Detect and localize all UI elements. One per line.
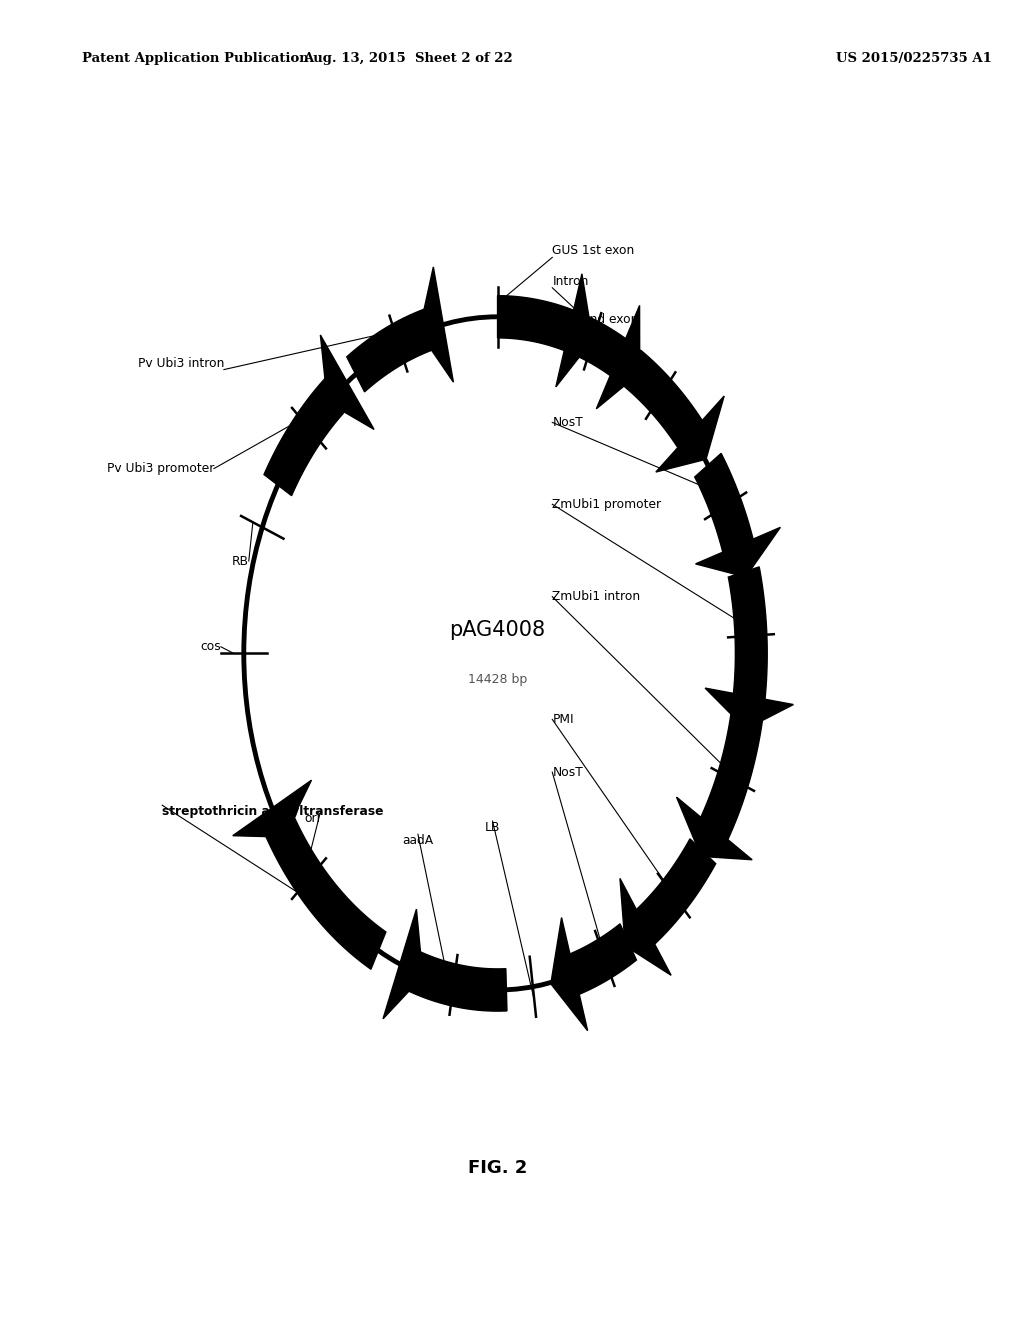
- Polygon shape: [498, 296, 577, 351]
- Polygon shape: [551, 917, 588, 1031]
- Polygon shape: [620, 878, 671, 975]
- Polygon shape: [232, 780, 311, 837]
- Polygon shape: [706, 688, 794, 729]
- Polygon shape: [567, 924, 637, 995]
- Polygon shape: [728, 566, 767, 704]
- Text: streptothricin acetyltransferase: streptothricin acetyltransferase: [162, 805, 384, 818]
- Text: aadA: aadA: [402, 834, 433, 847]
- Text: US 2015/0225735 A1: US 2015/0225735 A1: [836, 51, 992, 65]
- Text: ZmUbi1 intron: ZmUbi1 intron: [552, 590, 640, 603]
- Text: RB: RB: [231, 554, 249, 568]
- Polygon shape: [264, 368, 354, 496]
- Polygon shape: [634, 838, 716, 946]
- Text: LB: LB: [485, 821, 501, 834]
- Polygon shape: [321, 335, 374, 429]
- Text: ZmUbi1 promoter: ZmUbi1 promoter: [552, 498, 662, 511]
- Text: Patent Application Publication: Patent Application Publication: [82, 51, 308, 65]
- Text: NosT: NosT: [552, 766, 583, 779]
- Text: ori: ori: [304, 812, 321, 825]
- Polygon shape: [695, 528, 780, 577]
- Text: Pv Ubi3 promoter: Pv Ubi3 promoter: [106, 462, 214, 475]
- Polygon shape: [575, 315, 629, 378]
- Polygon shape: [556, 273, 593, 387]
- Text: 14428 bp: 14428 bp: [468, 673, 527, 686]
- Text: cos: cos: [200, 640, 221, 653]
- Polygon shape: [694, 453, 754, 556]
- Text: FIG. 2: FIG. 2: [468, 1159, 527, 1177]
- Polygon shape: [677, 797, 753, 859]
- Text: GUS 2nd exon: GUS 2nd exon: [552, 313, 639, 326]
- Text: GUS 1st exon: GUS 1st exon: [552, 244, 635, 257]
- Text: Aug. 13, 2015  Sheet 2 of 22: Aug. 13, 2015 Sheet 2 of 22: [303, 51, 513, 65]
- Text: Pv Ubi3 intron: Pv Ubi3 intron: [137, 356, 224, 370]
- Text: PMI: PMI: [552, 713, 573, 726]
- Polygon shape: [596, 305, 640, 409]
- Text: Intron: Intron: [552, 275, 589, 288]
- Polygon shape: [419, 267, 454, 383]
- Polygon shape: [655, 396, 724, 473]
- Polygon shape: [347, 305, 444, 392]
- Polygon shape: [383, 909, 423, 1019]
- Text: NosT: NosT: [552, 416, 583, 429]
- Polygon shape: [699, 714, 762, 843]
- Polygon shape: [259, 801, 386, 969]
- Polygon shape: [396, 946, 507, 1011]
- Polygon shape: [624, 350, 705, 450]
- Text: pAG4008: pAG4008: [450, 619, 546, 640]
